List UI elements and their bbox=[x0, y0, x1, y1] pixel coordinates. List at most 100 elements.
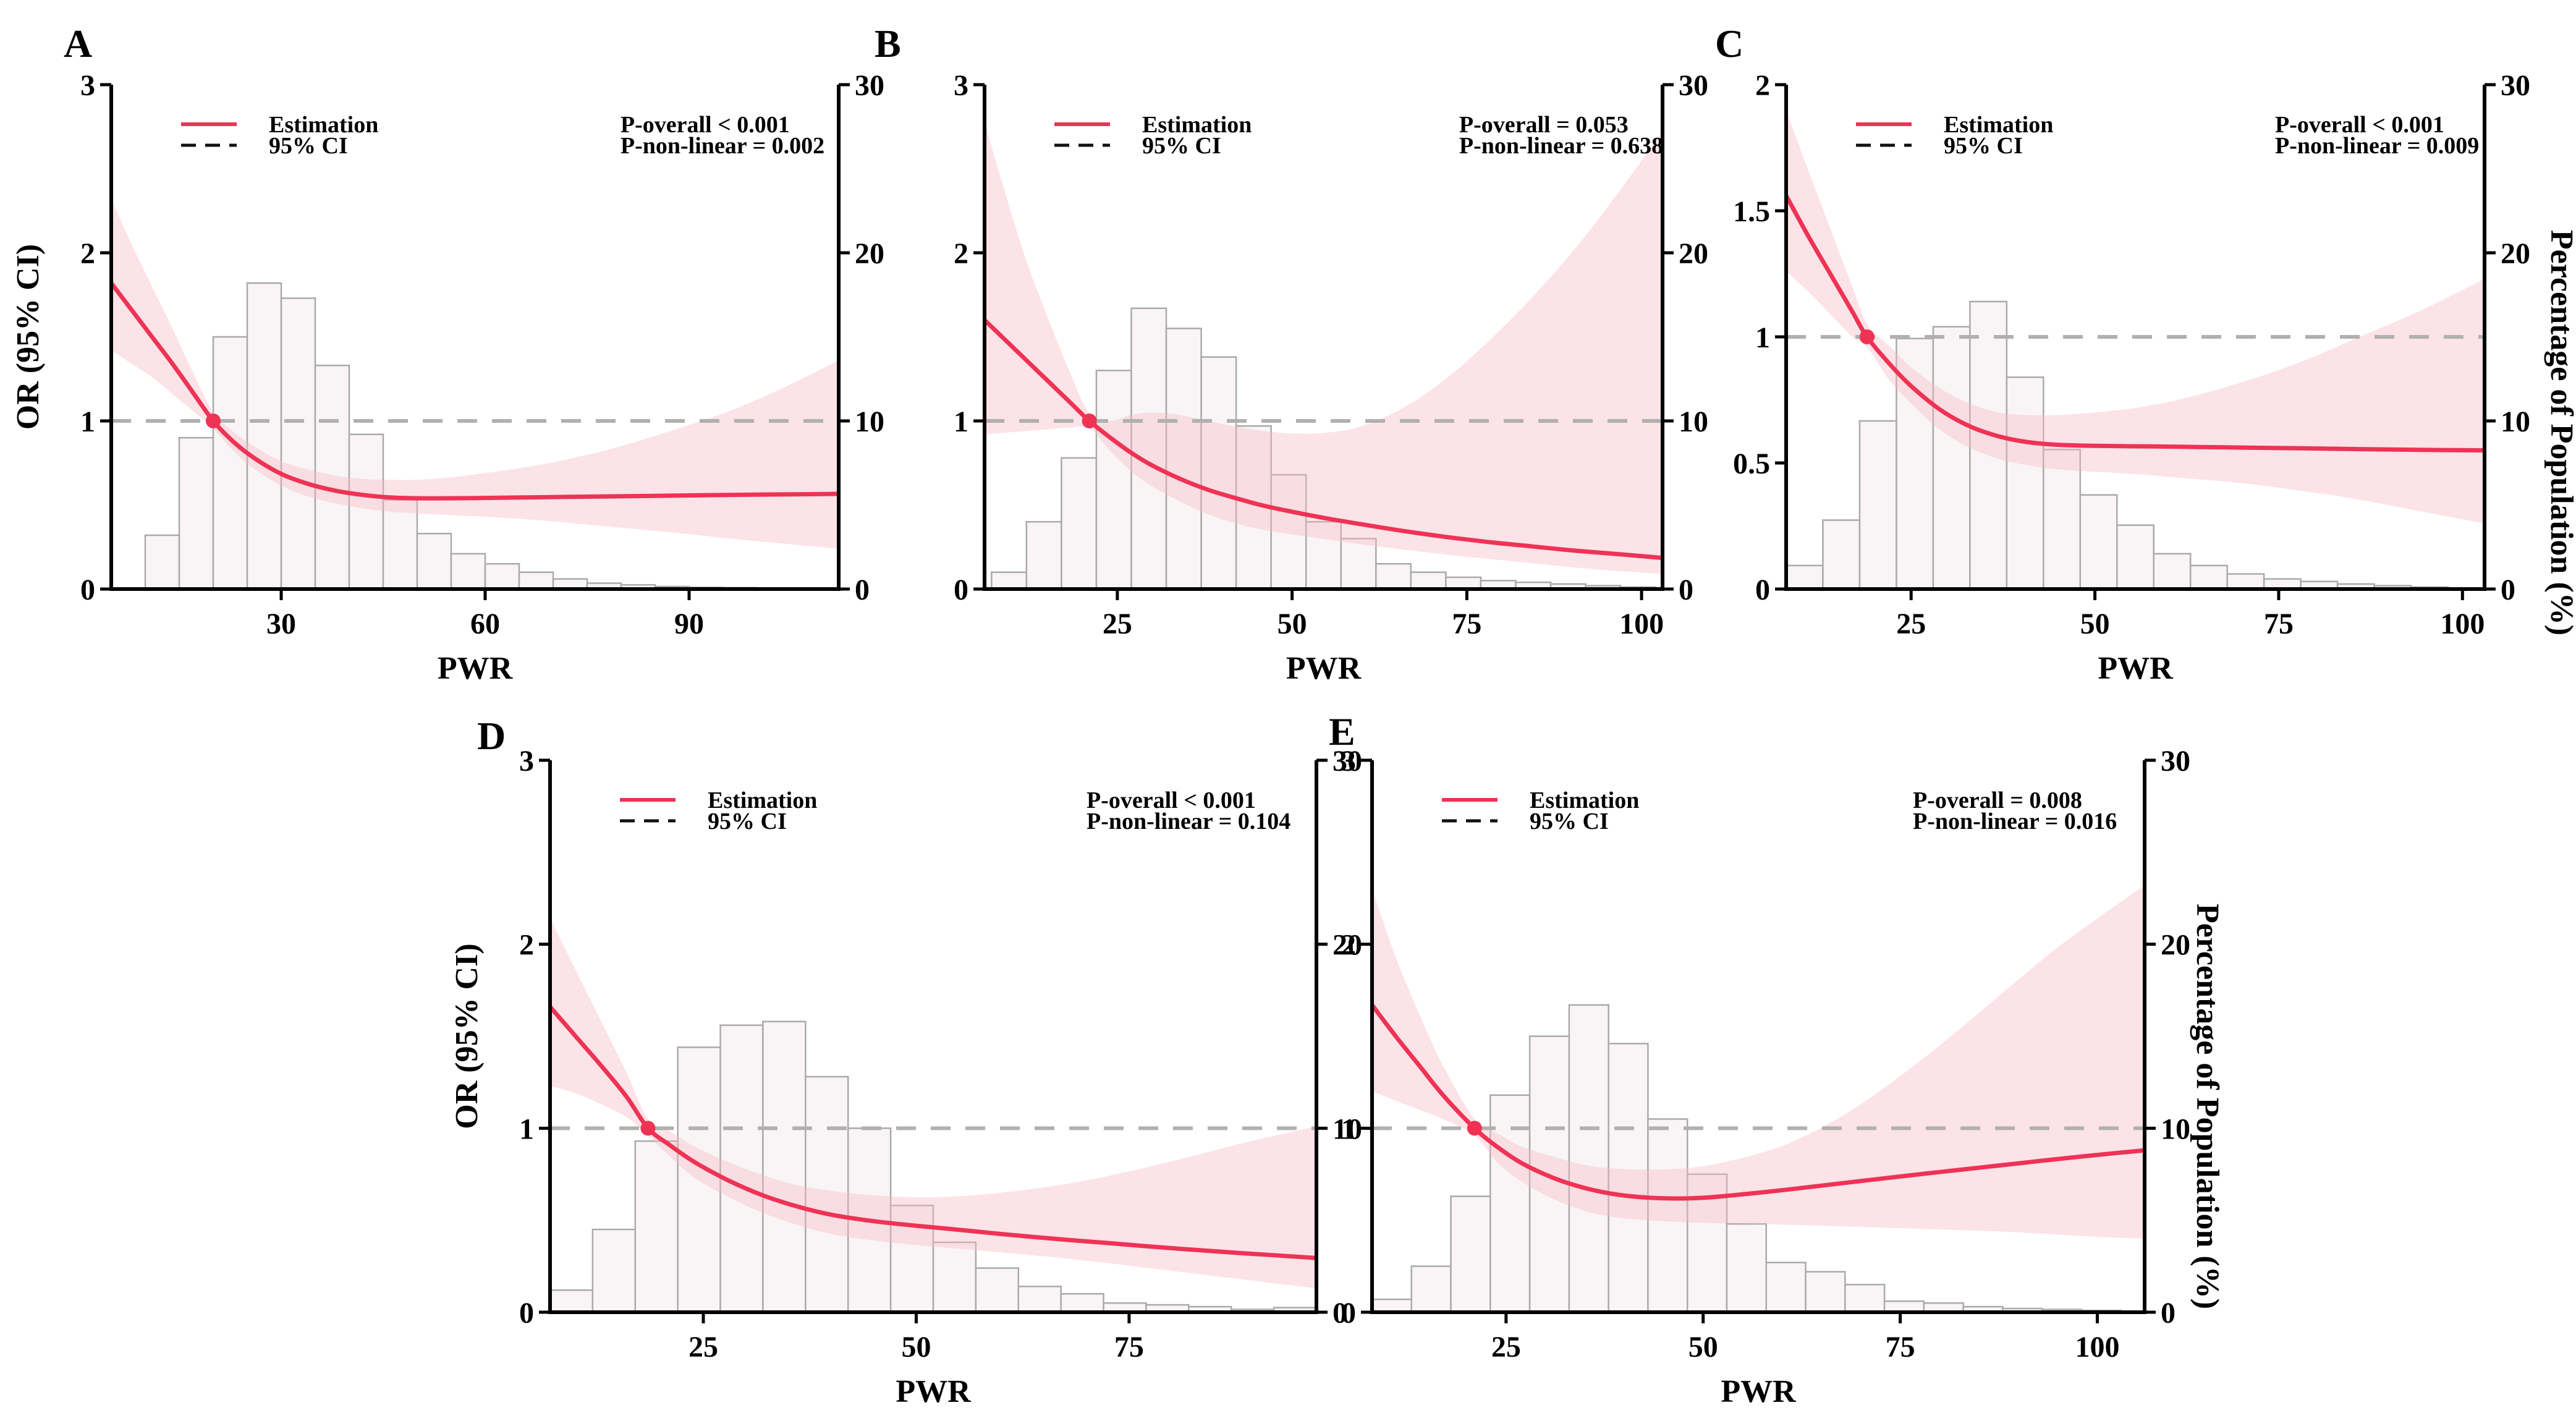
histogram-bar bbox=[2189, 564, 2228, 589]
legend-ci-label: 95% CI bbox=[1530, 808, 1609, 834]
legend-estimation-label: Estimation bbox=[708, 787, 817, 813]
reference-point-dot bbox=[206, 414, 221, 428]
p-non-linear-text: P-non-linear = 0.009 bbox=[2275, 133, 2479, 159]
histogram-bar bbox=[991, 571, 1028, 589]
x-tick-label: 25 bbox=[688, 1331, 718, 1364]
histogram-bar bbox=[1305, 520, 1342, 589]
ci-band bbox=[550, 918, 1316, 1289]
or-tick-label: 0 bbox=[80, 574, 95, 606]
legend-estimation-label: Estimation bbox=[1530, 787, 1639, 813]
legend-estimation-label: Estimation bbox=[1944, 112, 2053, 138]
or-tick-label: 2 bbox=[954, 237, 968, 270]
histogram-bar bbox=[1969, 300, 2008, 589]
pct-tick-label: 10 bbox=[2161, 1113, 2190, 1145]
p-overall-text: P-overall < 0.001 bbox=[621, 112, 790, 138]
reference-point-dot bbox=[640, 1121, 656, 1136]
p-non-linear-text: P-non-linear = 0.016 bbox=[1913, 808, 2117, 834]
p-overall-text: P-overall < 0.001 bbox=[1087, 787, 1256, 813]
pct-tick-label: 30 bbox=[855, 69, 884, 102]
pct-tick-label: 10 bbox=[855, 405, 884, 438]
x-axis-title: PWR bbox=[1721, 1374, 1797, 1409]
pct-tick-label: 0 bbox=[1679, 574, 1693, 606]
x-tick-label: 30 bbox=[266, 608, 296, 640]
panel-letter: B bbox=[875, 22, 901, 66]
histogram-bar bbox=[1410, 571, 1447, 589]
histogram-bar bbox=[2116, 524, 2154, 589]
population-histogram bbox=[991, 307, 1656, 589]
plot-area bbox=[550, 918, 1316, 1312]
pct-tick-label: 20 bbox=[2161, 929, 2190, 962]
pct-tick-label: 20 bbox=[855, 237, 884, 270]
histogram-bar bbox=[1060, 1292, 1104, 1312]
pct-tick-label: 0 bbox=[2161, 1297, 2176, 1330]
histogram-bar bbox=[246, 282, 282, 589]
histogram-bar bbox=[484, 562, 520, 589]
histogram-bar bbox=[1061, 457, 1098, 589]
x-tick-label: 60 bbox=[470, 608, 500, 640]
histogram-bar bbox=[1450, 1195, 1491, 1312]
x-axis-title: PWR bbox=[896, 1374, 972, 1409]
axes bbox=[983, 85, 1664, 591]
population-histogram bbox=[1786, 300, 2449, 589]
x-tick-label: 100 bbox=[1619, 608, 1664, 640]
histogram-bar bbox=[1410, 1265, 1452, 1312]
histogram-bar bbox=[932, 1241, 977, 1312]
or-tick-label: 3 bbox=[80, 69, 95, 102]
or-tick-label: 0 bbox=[1755, 574, 1770, 606]
tick-marks bbox=[973, 83, 1674, 600]
reference-point-dot bbox=[1082, 414, 1097, 428]
histogram-bar bbox=[1805, 1271, 1846, 1312]
axes bbox=[548, 760, 1318, 1314]
histogram-bar bbox=[975, 1267, 1020, 1312]
p-overall-text: P-overall = 0.008 bbox=[1913, 787, 2082, 813]
pct-axis-title: Percentage of Population (%) bbox=[2190, 904, 2225, 1309]
plot-area bbox=[985, 121, 1663, 589]
reference-point-dot bbox=[1467, 1121, 1482, 1136]
x-tick-label: 100 bbox=[2440, 608, 2485, 640]
x-tick-label: 90 bbox=[674, 608, 704, 640]
axes bbox=[1370, 760, 2146, 1314]
or-tick-label: 0 bbox=[1341, 1297, 1356, 1330]
x-tick-label: 100 bbox=[2075, 1331, 2119, 1364]
or-tick-label: 1 bbox=[519, 1113, 534, 1145]
ci-band bbox=[985, 121, 1663, 574]
histogram-bar bbox=[1568, 1004, 1609, 1312]
histogram-bar bbox=[1765, 1262, 1807, 1312]
histogram-bar bbox=[144, 534, 180, 589]
x-tick-label: 75 bbox=[1452, 608, 1481, 640]
pct-tick-label: 0 bbox=[855, 574, 870, 606]
p-non-linear-text: P-non-linear = 0.638 bbox=[1459, 133, 1663, 159]
histogram-bar bbox=[1130, 307, 1167, 589]
or-tick-label: 1.5 bbox=[1733, 195, 1770, 228]
histogram-bar bbox=[1200, 356, 1237, 589]
histogram-bar bbox=[1932, 326, 1971, 589]
histogram-bar bbox=[1095, 370, 1132, 589]
tick-marks bbox=[539, 758, 1328, 1323]
legend-ci-label: 95% CI bbox=[708, 808, 787, 834]
x-tick-label: 50 bbox=[1688, 1331, 1718, 1364]
histogram-bar bbox=[178, 436, 214, 589]
x-tick-label: 75 bbox=[1886, 1331, 1915, 1364]
x-tick-label: 25 bbox=[1896, 608, 1926, 640]
histogram-bar bbox=[2079, 494, 2118, 589]
legend-ci-label: 95% CI bbox=[1944, 133, 2023, 159]
histogram-bar bbox=[1025, 520, 1062, 589]
histogram-bar bbox=[1165, 328, 1202, 589]
histogram-bar bbox=[550, 1289, 594, 1312]
